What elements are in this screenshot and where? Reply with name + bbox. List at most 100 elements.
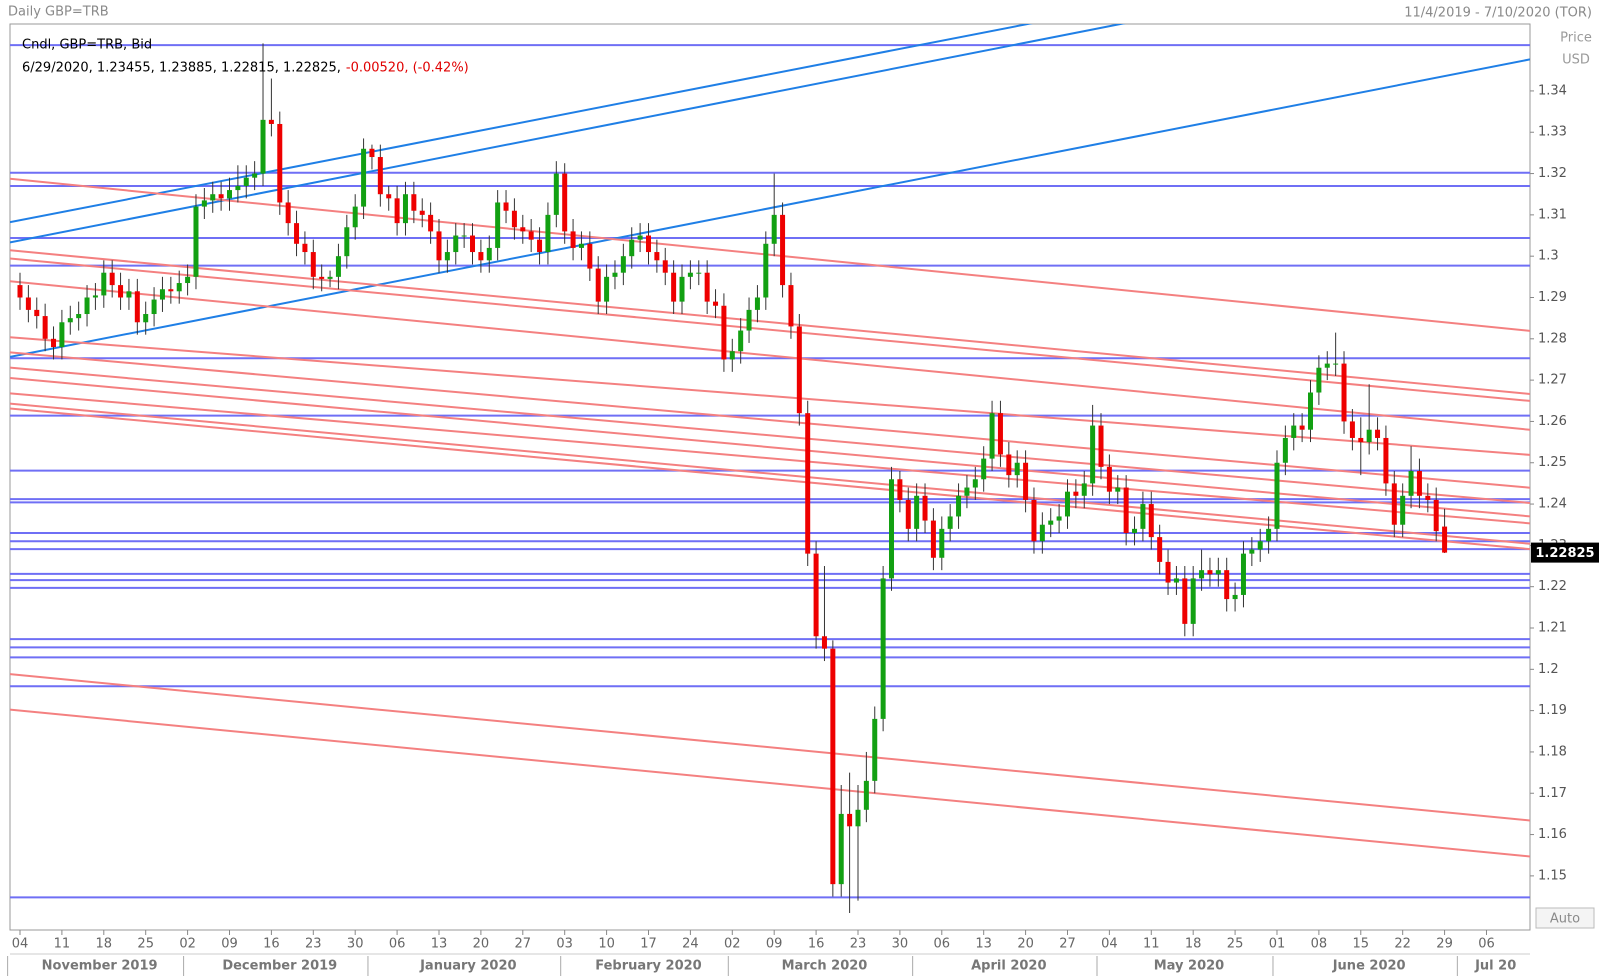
candle-body (637, 235, 643, 240)
y-tick-label: 1.19 (1538, 703, 1567, 718)
candle-body (1023, 462, 1029, 500)
candle-body (679, 276, 685, 302)
candle-body (134, 291, 140, 323)
x-tick-label: 06 (389, 937, 406, 952)
candle-body (981, 458, 987, 480)
candle-body (629, 239, 635, 257)
plot-frame (9, 23, 1531, 931)
candle-body (1383, 437, 1389, 484)
y-tick-label: 1.32 (1538, 166, 1567, 181)
candle-body (587, 243, 593, 269)
candle-body (1224, 570, 1230, 600)
candle-body (956, 495, 962, 517)
x-tick-label: 06 (934, 937, 951, 952)
candle-body (201, 200, 207, 207)
candle-body (51, 338, 57, 348)
candle-body (319, 276, 325, 279)
x-tick-label: 03 (556, 937, 573, 952)
x-tick-label: 27 (1059, 937, 1076, 952)
month-label: November 2019 (42, 959, 158, 974)
candle-body (1140, 504, 1146, 529)
candle-body (168, 289, 174, 292)
candle-body (897, 479, 903, 500)
candle-body (252, 173, 258, 178)
candle-body (880, 578, 886, 719)
candle-body (25, 297, 31, 310)
y-tick-label: 1.2 (1538, 662, 1559, 677)
candle-body (1064, 491, 1070, 517)
candle-body (604, 276, 610, 302)
x-tick-label: 16 (808, 937, 825, 952)
y-tick-label: 1.17 (1538, 786, 1567, 801)
candle-body (612, 272, 618, 277)
candle-body (1249, 549, 1255, 554)
candle-body (771, 214, 777, 244)
month-label: March 2020 (782, 959, 868, 974)
candle-body (813, 553, 819, 637)
candle-body (92, 295, 98, 298)
y-tick-label: 1.21 (1538, 621, 1567, 636)
candle-body (1400, 495, 1406, 525)
candle-body (67, 318, 73, 323)
candle-body (495, 202, 501, 248)
auto-button[interactable] (1535, 907, 1595, 929)
candle-body (235, 185, 241, 191)
candle-body (1215, 570, 1221, 575)
candle-body (1081, 483, 1087, 496)
candle-body (1257, 541, 1263, 550)
candle-body (805, 413, 811, 554)
candle-body (327, 276, 333, 279)
candle-body (729, 351, 735, 360)
candle-body (671, 272, 677, 302)
candle-body (302, 243, 308, 253)
candle-body (101, 272, 107, 296)
candle-body (226, 190, 232, 199)
y-tick-label: 1.25 (1538, 455, 1567, 470)
axes: 1.151.161.171.181.191.21.211.221.231.241… (7, 83, 1599, 976)
trend-line (10, 249, 1530, 395)
candle-body (1115, 487, 1121, 492)
candle-body (478, 252, 484, 261)
candle-body (654, 252, 660, 261)
candle-body (1106, 466, 1112, 492)
candle-body (1282, 437, 1288, 463)
candle-body (721, 305, 727, 360)
trend-line (10, 673, 1530, 822)
candle-body (453, 235, 459, 253)
candle-body (444, 252, 450, 261)
candle-body (1425, 495, 1431, 500)
candle-body (964, 487, 970, 496)
x-tick-label: 10 (598, 937, 615, 952)
candle-body (738, 330, 744, 352)
last-price-box (1531, 542, 1599, 563)
candle-body (696, 272, 702, 274)
candle-body (143, 314, 149, 323)
candle-body (821, 636, 827, 649)
y-tick-label: 1.29 (1538, 290, 1567, 305)
candle-body (863, 780, 869, 810)
candle-body (578, 243, 584, 248)
candle-body (243, 177, 249, 186)
candle-body (461, 235, 467, 237)
x-tick-label: 13 (431, 937, 448, 952)
candle-body (277, 123, 283, 203)
x-tick-label: 29 (1436, 937, 1453, 952)
candle-body (1266, 528, 1272, 542)
candle-body (377, 157, 383, 195)
candle-body (1349, 421, 1355, 438)
x-tick-label: 04 (1101, 937, 1118, 952)
candle-body (1123, 487, 1129, 533)
x-tick-label: 23 (305, 937, 322, 952)
auto-button-label[interactable]: Auto (1550, 912, 1580, 927)
candle-body (553, 173, 559, 215)
candle-body (126, 291, 132, 298)
month-label: April 2020 (971, 959, 1046, 974)
candle-body (905, 499, 911, 529)
month-label: Jul 20 (1474, 959, 1516, 974)
candle-body (310, 252, 316, 277)
candle-body (193, 206, 199, 277)
y-tick-label: 1.33 (1538, 125, 1567, 140)
